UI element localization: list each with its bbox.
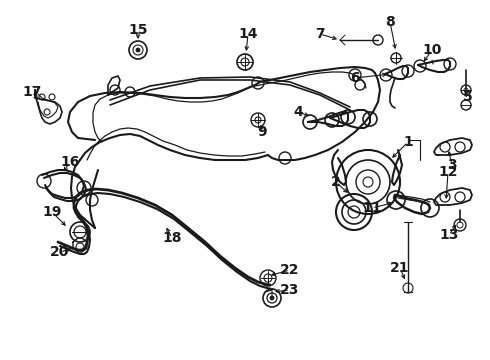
Text: 5: 5 [463, 90, 473, 104]
Text: 19: 19 [42, 205, 62, 219]
Text: 3: 3 [447, 158, 457, 172]
Text: 7: 7 [315, 27, 325, 41]
Text: 12: 12 [438, 165, 458, 179]
Text: 21: 21 [390, 261, 410, 275]
Circle shape [136, 48, 140, 52]
Text: 23: 23 [280, 283, 300, 297]
Text: 17: 17 [23, 85, 42, 99]
Circle shape [270, 296, 274, 300]
Text: 10: 10 [422, 43, 441, 57]
Text: 2: 2 [331, 175, 341, 189]
Text: 11: 11 [362, 201, 382, 215]
Text: 1: 1 [403, 135, 413, 149]
Text: 16: 16 [60, 155, 80, 169]
Text: 20: 20 [50, 245, 70, 259]
Text: 13: 13 [440, 228, 459, 242]
Text: 9: 9 [257, 125, 267, 139]
Text: 14: 14 [238, 27, 258, 41]
Text: 22: 22 [280, 263, 300, 277]
Text: 6: 6 [350, 71, 360, 85]
Text: 8: 8 [385, 15, 395, 29]
Text: 4: 4 [293, 105, 303, 119]
Text: 15: 15 [128, 23, 148, 37]
Text: 18: 18 [162, 231, 182, 245]
